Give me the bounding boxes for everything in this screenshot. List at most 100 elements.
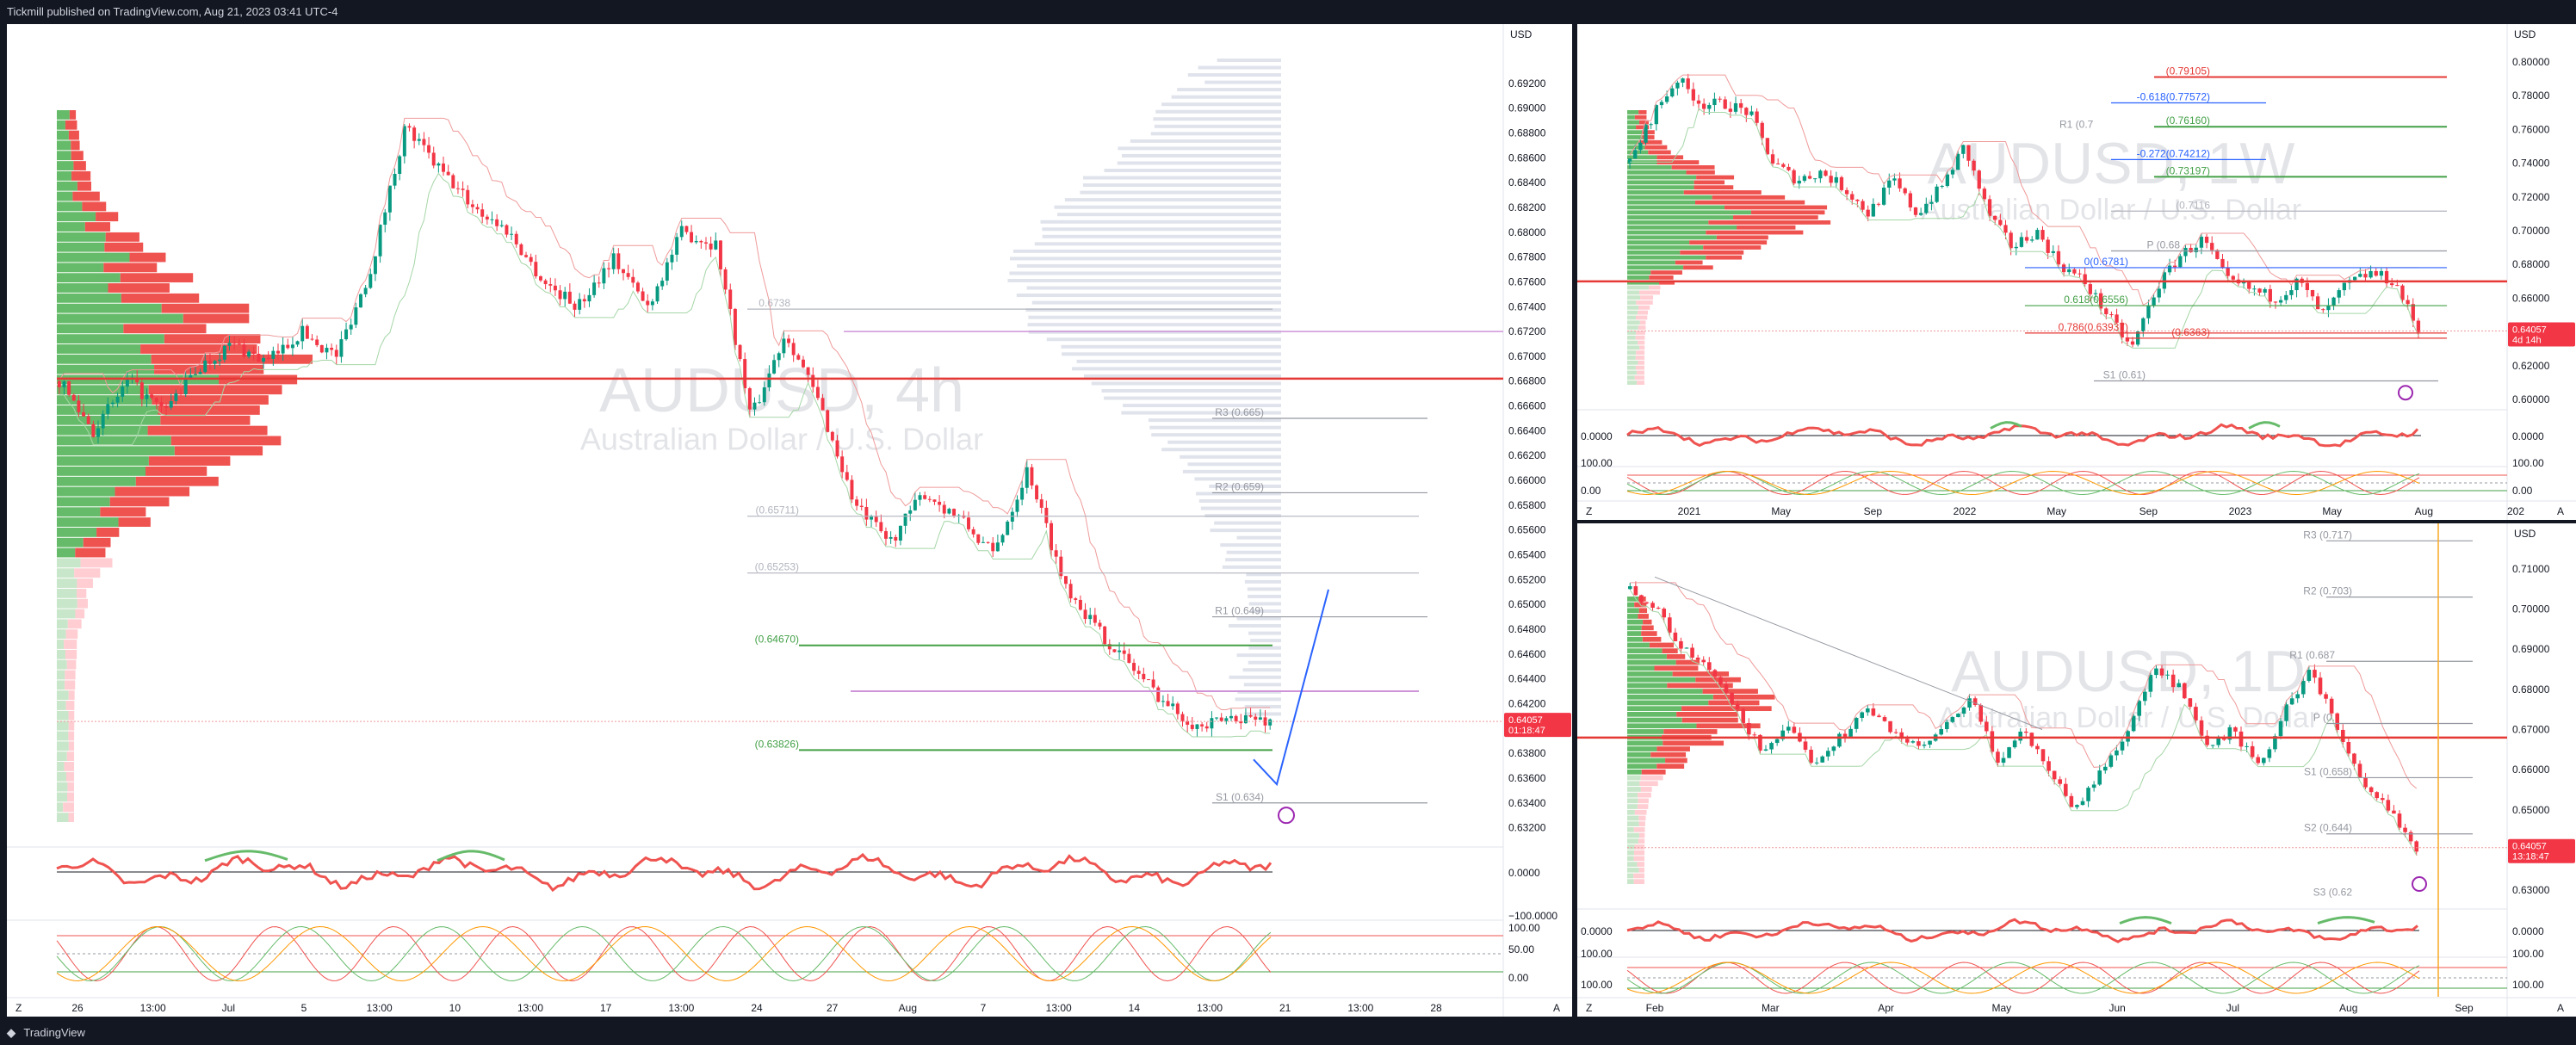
volume-profile-bar-down xyxy=(1638,614,1649,619)
candle-body xyxy=(567,291,572,304)
price-axis-tick: 0.68200 xyxy=(1508,201,1546,213)
last-price-box xyxy=(1504,713,1571,738)
candle-body xyxy=(2137,701,2142,716)
volume-profile-bar-down xyxy=(67,782,75,792)
volume-profile-bar-up xyxy=(57,191,73,201)
volume-profile-bar-up xyxy=(1627,245,1704,250)
volume-profile-bar-down xyxy=(109,497,170,507)
visible-range-profile-bar xyxy=(1222,565,1281,569)
visible-range-profile-bar xyxy=(1228,624,1281,628)
volume-profile-bar-down xyxy=(68,130,79,140)
candle-body xyxy=(1987,199,1992,216)
candle-body xyxy=(806,367,810,375)
volume-profile-bar-up xyxy=(1627,832,1639,838)
candle-body xyxy=(1956,153,1960,170)
volume-profile-bar-up xyxy=(1627,350,1637,356)
volume-profile-bar-down xyxy=(67,619,82,629)
volume-profile-bar-down xyxy=(1676,712,1738,717)
visible-range-profile-bar xyxy=(1229,675,1281,679)
candle-body xyxy=(77,400,81,412)
volume-profile-bar-down xyxy=(71,140,80,151)
candle-body xyxy=(2159,668,2164,676)
volume-profile-bar-up xyxy=(1627,689,1703,694)
candle-body xyxy=(2340,729,2345,743)
volume-profile-bar-up xyxy=(1627,809,1635,815)
candle-body xyxy=(2226,267,2230,276)
candle-body xyxy=(495,219,499,226)
chart-panel-1d[interactable]: AUDUSD, 1D Australian Dollar / U.S. Dolla… xyxy=(1577,523,2576,1017)
price-axis-tick: 0.70000 xyxy=(2512,225,2550,237)
volume-profile-bar-down xyxy=(1648,150,1671,155)
volume-profile-bar-up xyxy=(1627,614,1638,619)
chart-panel-4h[interactable]: AUDUSD, 4h Australian Dollar / U.S. Dolla… xyxy=(7,24,1572,1017)
candle-body xyxy=(1984,721,1989,732)
candle-body xyxy=(1730,692,1734,704)
volume-profile-bar-down xyxy=(1706,230,1804,235)
candle-body xyxy=(2007,747,2011,758)
volume-profile-bar-down xyxy=(1634,809,1647,815)
candle-body xyxy=(2177,683,2182,688)
volume-profile-bar-up xyxy=(1627,804,1638,809)
volume-profile-bar-up xyxy=(1627,770,1642,775)
volume-profile-bar-up xyxy=(1627,130,1643,135)
candle-body xyxy=(62,381,66,387)
visible-range-profile-bar xyxy=(1104,396,1281,400)
volume-profile-bar-down xyxy=(1649,285,1661,290)
candle-body xyxy=(641,291,645,301)
oscillator-axis-tick-left: 100.00 xyxy=(1581,457,1613,469)
oscillator-axis-tick: −100.0000 xyxy=(1508,910,1557,922)
candle-body xyxy=(2403,827,2407,832)
candle-body xyxy=(1691,89,1695,101)
time-axis-tick: Jul xyxy=(2226,1002,2239,1014)
candle-body xyxy=(1156,687,1161,702)
candle-body xyxy=(927,498,932,500)
visible-range-profile-bar xyxy=(1130,139,1281,143)
volume-profile-bar-down xyxy=(1702,689,1758,694)
volume-profile-bar-down xyxy=(1696,175,1735,180)
candle-body xyxy=(1712,670,1718,677)
candle-body xyxy=(2142,691,2147,702)
volume-profile-bar-down xyxy=(1656,160,1700,164)
candle-body xyxy=(150,394,154,399)
candle-body xyxy=(286,344,290,349)
candle-body xyxy=(835,440,839,457)
candle-body xyxy=(913,499,917,510)
candle-body xyxy=(2221,738,2226,740)
level-label: (0.64670) xyxy=(755,634,799,646)
volume-profile-bar-down xyxy=(1656,155,1684,160)
candle-body xyxy=(159,402,164,407)
price-axis-tick: 0.65000 xyxy=(2512,804,2550,816)
visible-range-profile-bar xyxy=(1194,477,1281,481)
volume-profile-bar-up xyxy=(1627,642,1650,648)
candle-body xyxy=(1103,626,1107,645)
level-label: (0.65711) xyxy=(756,504,799,516)
bar-countdown: 13:18:47 xyxy=(2512,852,2549,863)
candle-body xyxy=(2148,675,2153,692)
candle-body xyxy=(1112,649,1117,652)
candle-body xyxy=(1234,715,1238,722)
volume-profile-bar-up xyxy=(1627,114,1635,120)
candle-body xyxy=(2205,735,2209,745)
volume-profile-bar-up xyxy=(1627,210,1751,215)
volume-profile-bar-down xyxy=(72,191,100,201)
candle-body xyxy=(1136,671,1141,674)
candle-body xyxy=(2369,270,2373,278)
volume-profile-bar-down xyxy=(1695,677,1741,683)
volume-profile-bar-down xyxy=(146,467,207,476)
volume-profile-bar-down xyxy=(1672,671,1730,677)
level-label: (0.6363) xyxy=(2171,326,2210,338)
bar-countdown: 4d 14h xyxy=(2512,336,2542,346)
chart-panel-1w[interactable]: AUDUSD, 1W Australian Dollar / U.S. Dolla… xyxy=(1577,24,2576,520)
candle-body xyxy=(811,374,815,387)
candle-body xyxy=(1780,730,1786,739)
volume-profile-bar-up xyxy=(57,476,136,486)
volume-profile-bar-down xyxy=(105,232,139,242)
volume-profile-bar-down xyxy=(1716,235,1768,240)
candle-body xyxy=(2173,265,2177,268)
candle-body xyxy=(976,534,981,543)
volume-profile-bar-up xyxy=(57,334,164,344)
oscillator-axis-tick: 100.00 xyxy=(2512,979,2544,991)
